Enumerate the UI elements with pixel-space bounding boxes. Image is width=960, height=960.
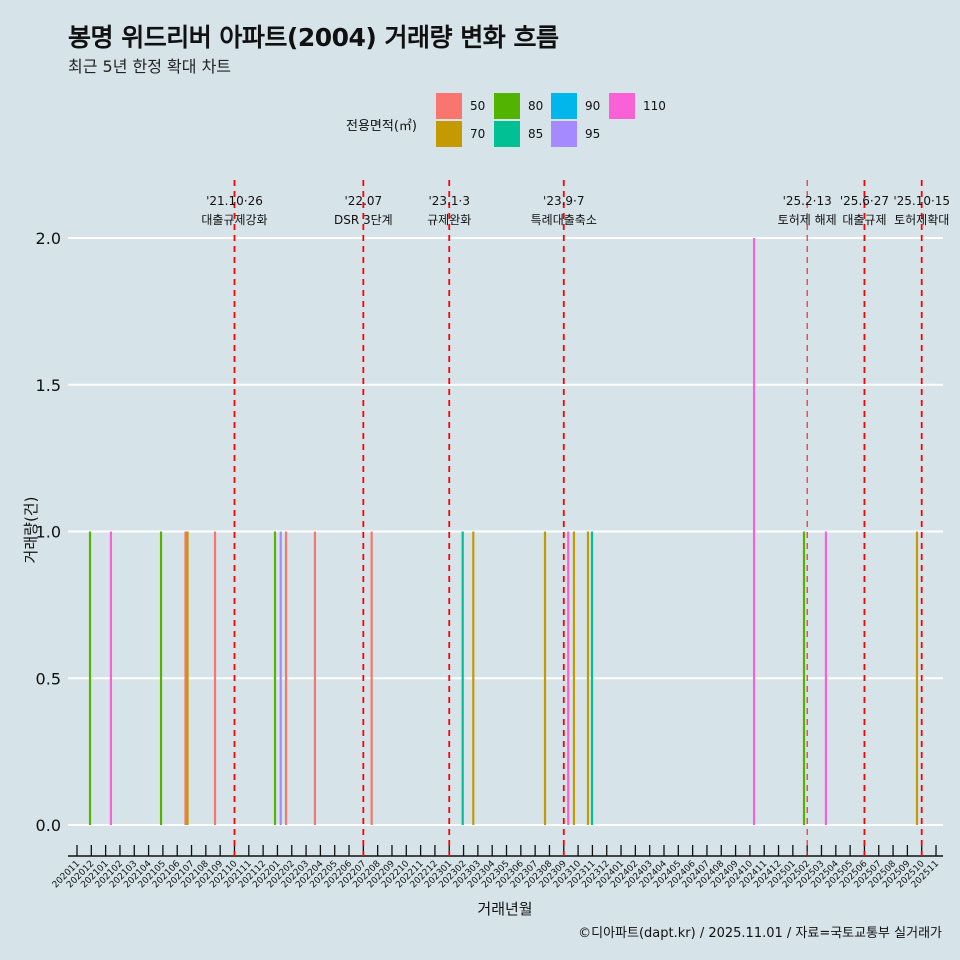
event-date: '25.2·13 — [783, 194, 832, 208]
event-date: '23.9·7 — [543, 194, 584, 208]
legend-title: 전용면적(㎡) — [346, 119, 417, 134]
bar-2023-07-21-70 — [543, 531, 547, 825]
event-label: 대출규제강화 — [201, 213, 267, 227]
bar-2022-01-18-50 — [284, 531, 288, 825]
legend-label: 50 — [470, 99, 486, 113]
bar-2022-01-07-95 — [279, 531, 282, 825]
legend-label: 85 — [528, 127, 544, 141]
bar-2025-09-20-70 — [915, 531, 919, 825]
bar-2024-10-09-110 — [752, 238, 756, 825]
bar-2023-09-10-110 — [567, 531, 570, 825]
event-label: 토허제 해제 — [778, 213, 837, 227]
event-label: 특례대출축소 — [531, 213, 597, 227]
legend-label: 70 — [470, 127, 486, 141]
bar-2020-11-28-80 — [88, 531, 92, 825]
event-date: '23.1·3 — [429, 194, 470, 208]
legend-label: 95 — [585, 127, 601, 141]
y-tick-label: 1.0 — [36, 523, 61, 542]
bar-2021-06-18-50 — [184, 531, 187, 825]
event-label: 대출규제 — [842, 213, 886, 227]
legend-key-110 — [609, 93, 635, 119]
x-axis-title: 거래년월 — [477, 900, 532, 918]
event-date: '25.10·15 — [893, 194, 950, 208]
chart-subtitle: 최근 5년 한정 확대 차트 — [68, 57, 232, 76]
bar-2023-10-30-85 — [590, 531, 594, 825]
legend-key-90 — [551, 93, 577, 119]
event-date: '22.07 — [345, 194, 383, 208]
event-date: '25.6·27 — [840, 194, 889, 208]
legend-label: 90 — [585, 99, 601, 113]
legend-key-50 — [436, 93, 462, 119]
bar-2021-12-25-80 — [273, 531, 277, 825]
y-tick-label: 1.5 — [36, 376, 61, 395]
bar-2023-02-20-70 — [472, 531, 475, 825]
legend-label: 110 — [643, 99, 666, 113]
bar-2025-03-10-110 — [824, 531, 828, 825]
bar-2021-06-22-70 — [186, 531, 189, 825]
legend-key-85 — [494, 121, 520, 147]
legend-label: 80 — [528, 99, 544, 113]
legend-key-80 — [494, 93, 520, 119]
chart-title: 봉명 위드리버 아파트(2004) 거래량 변화 흐름 — [68, 23, 559, 52]
y-tick-label: 0.0 — [36, 816, 61, 835]
y-axis-title: 거래량(건) — [22, 497, 40, 564]
legend-key-95 — [551, 121, 577, 147]
event-label: DSR 3단계 — [334, 213, 393, 227]
event-date: '21.10·26 — [206, 194, 263, 208]
bar-2023-09-22-70 — [572, 531, 576, 825]
bar-2022-03-19-50 — [313, 531, 317, 825]
bar-2023-10-21-70 — [586, 531, 590, 825]
event-label: 규제완화 — [427, 213, 471, 227]
bar-2021-05-27-80 — [159, 531, 163, 825]
bar-2022-07-18-50 — [370, 531, 373, 825]
bar-2021-01-12-110 — [109, 531, 113, 825]
bar-2023-01-29-85 — [461, 531, 464, 825]
bar-2021-08-20-50 — [213, 531, 217, 825]
caption: ©디아파트(dapt.kr) / 2025.11.01 / 자료=국토교통부 실… — [578, 926, 942, 941]
y-tick-label: 2.0 — [36, 229, 61, 248]
event-label: 토허제확대 — [894, 213, 949, 227]
y-tick-label: 0.5 — [36, 669, 61, 688]
legend-key-70 — [436, 121, 462, 147]
bar-2025-01-24-80 — [802, 531, 806, 825]
